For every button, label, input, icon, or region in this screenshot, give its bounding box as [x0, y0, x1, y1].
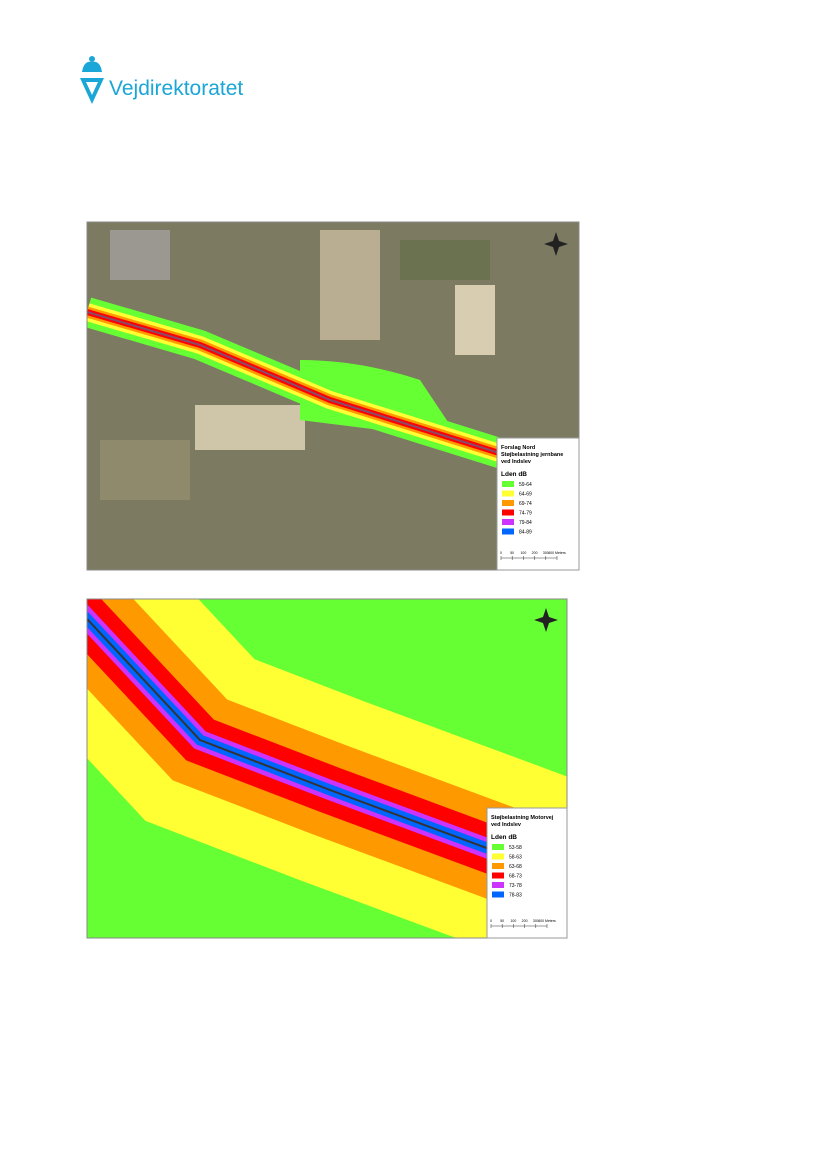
legend-swatch [492, 863, 504, 869]
scale-label: 100 [520, 551, 526, 555]
legend-title: ved Indslev [501, 459, 532, 465]
legend-swatch [492, 872, 504, 879]
legend-swatch [502, 519, 514, 525]
legend-label: 78-83 [509, 893, 522, 899]
compass [544, 232, 568, 256]
map-frame [86, 221, 580, 571]
map-frame [86, 598, 568, 939]
legend-label: 64-69 [519, 492, 532, 498]
scale-label: 0 [490, 919, 492, 923]
legend-swatch [492, 891, 504, 898]
legend-label: 68-73 [509, 874, 522, 880]
legend-label: 69-74 [519, 501, 532, 507]
legend-swatch [502, 528, 514, 535]
legend-title: Støjbelastning jernbane [501, 452, 563, 458]
legend-label: 58-63 [509, 855, 522, 861]
scale-label: 50 [500, 919, 504, 923]
logo: Vejdirektoratet [80, 56, 243, 104]
legend-swatch [502, 509, 514, 516]
map-1 [87, 222, 579, 570]
logo-text: Vejdirektoratet [109, 77, 243, 100]
map-2 [87, 599, 567, 938]
legend-title: ved Indslev [491, 822, 522, 828]
scale-label: 0 [500, 551, 502, 555]
legend-unit: Lden dB [501, 471, 527, 478]
legend-label: 73-78 [509, 883, 522, 889]
legend-unit: Lden dB [491, 834, 517, 841]
legend-label: 79-84 [519, 520, 532, 526]
scale-label: 400 Meters [538, 919, 556, 923]
scale-label: 300 [533, 919, 539, 923]
scale-label: 200 [532, 551, 538, 555]
legend-swatch [492, 844, 504, 850]
legend-label: 74-79 [519, 511, 532, 517]
scale-label: 200 [522, 919, 528, 923]
legend-swatch [502, 481, 514, 487]
scale-label: 100 [510, 919, 516, 923]
legend-label: 53-58 [509, 845, 522, 851]
legend-swatch [492, 853, 504, 860]
scale-label: 50 [510, 551, 514, 555]
compass [534, 608, 558, 632]
legend-label: 84-89 [519, 530, 532, 536]
legend-swatch [492, 882, 504, 888]
legend-swatch [502, 490, 514, 497]
legend-label: 63-68 [509, 864, 522, 870]
legend-label: 59-64 [519, 482, 532, 488]
legend-swatch [502, 500, 514, 506]
scale-label: 400 Meters [548, 551, 566, 555]
legend-title: Forslag Nord [501, 445, 535, 451]
scale-label: 300 [543, 551, 549, 555]
legend-title: Støjbelastning Motorvej [491, 815, 554, 821]
